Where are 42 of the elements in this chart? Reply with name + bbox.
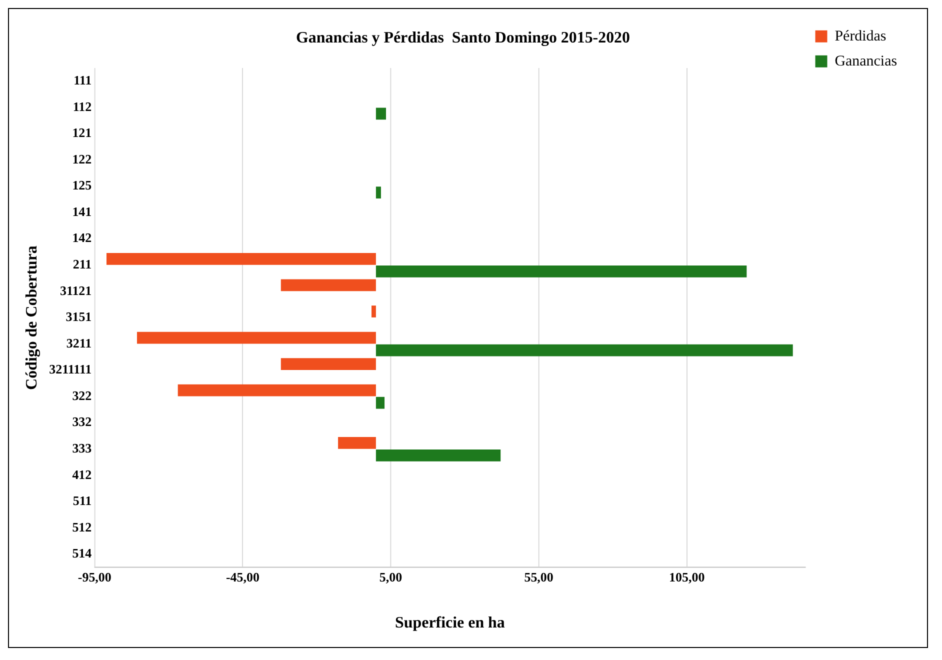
y-tick-label: 141: [72, 204, 92, 219]
bar: [106, 252, 376, 265]
bar: [338, 436, 376, 449]
y-tick-label: 332: [72, 414, 92, 430]
x-axis-title: Superficie en ha: [395, 614, 505, 632]
y-tick-label: 31121: [60, 282, 92, 298]
y-tick-label: 322: [72, 388, 92, 403]
y-tick-label: 514: [72, 546, 92, 561]
bar: [376, 186, 381, 198]
bar: [178, 384, 376, 396]
x-tick-label: 105,00: [669, 570, 705, 585]
y-tick-label: 122: [72, 151, 92, 166]
x-tick-label: 55,00: [524, 570, 554, 585]
legend-label: Pérdidas: [834, 28, 886, 44]
y-tick-label: 125: [72, 178, 92, 193]
x-tick-label: -45,00: [226, 570, 260, 585]
bar: [376, 449, 501, 462]
bar: [136, 332, 376, 344]
bar: [280, 279, 376, 292]
bar: [376, 108, 386, 120]
bar: [376, 396, 385, 409]
y-tick-label: 142: [72, 230, 92, 246]
y-tick-label: 512: [72, 519, 92, 534]
y-tick-label: 333: [72, 440, 92, 456]
y-tick-label: 111: [74, 72, 92, 88]
bar: [280, 358, 376, 370]
bar: [376, 344, 793, 356]
y-tick-label: 511: [72, 493, 92, 508]
y-tick-label: 412: [72, 466, 92, 482]
chart-title: Ganancias y Pérdidas Santo Domingo 2015-2020: [296, 30, 630, 47]
legend-label: Ganancias: [834, 53, 898, 70]
y-tick-label: 3211: [66, 335, 92, 350]
x-tick-label: 5,00: [379, 570, 402, 585]
y-axis-title: Código de Cobertura: [24, 246, 41, 390]
y-tick-label: 3151: [66, 309, 92, 324]
y-tick-label: 112: [72, 98, 92, 114]
y-tick-label: 121: [72, 125, 92, 140]
y-tick-label: 3211111: [49, 362, 92, 377]
bar: [372, 306, 376, 318]
x-tick-label: -95,00: [78, 570, 112, 585]
bar: [376, 265, 747, 278]
y-tick-label: 211: [72, 256, 92, 272]
